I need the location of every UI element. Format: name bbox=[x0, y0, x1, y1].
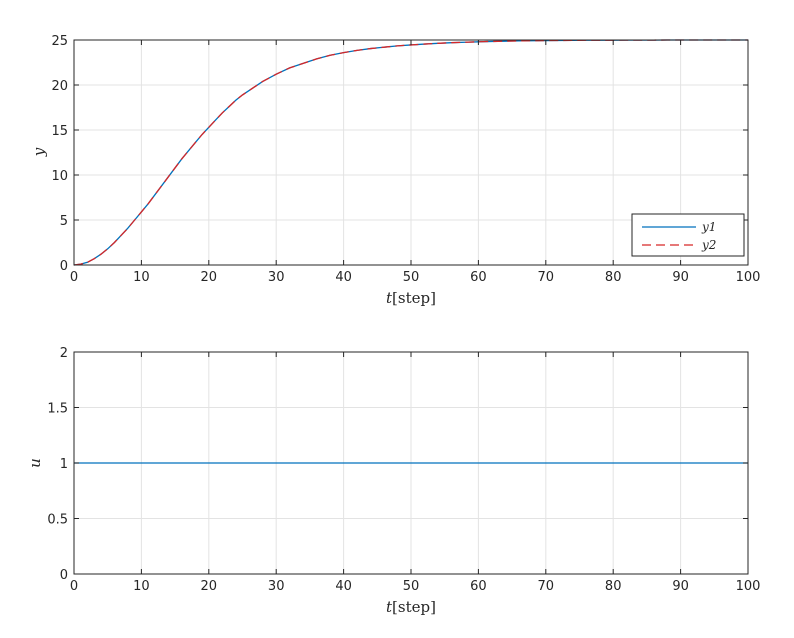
y-tick-label: 0 bbox=[60, 259, 68, 274]
x-tick-label: 0 bbox=[70, 270, 78, 285]
x-tick-label: 80 bbox=[605, 270, 622, 285]
x-tick-label: 20 bbox=[201, 270, 218, 285]
y-tick-label: 0 bbox=[60, 568, 68, 583]
legend: y1 y2 bbox=[631, 213, 745, 257]
y-tick-label: 10 bbox=[51, 169, 68, 184]
bottom-x-ticks: 0 10 20 30 40 50 60 70 80 90 100 bbox=[70, 352, 761, 594]
legend-label-y2: y2 bbox=[701, 238, 716, 252]
x-tick-label: 100 bbox=[736, 579, 761, 594]
y-tick-label: 15 bbox=[51, 124, 68, 139]
x-tick-label: 70 bbox=[538, 579, 555, 594]
x-tick-label: 90 bbox=[672, 579, 689, 594]
x-tick-label: 80 bbox=[605, 579, 622, 594]
top-y-ticks: 0 5 10 15 20 25 bbox=[51, 34, 748, 274]
bottom-y-ticks: 0 0.5 1 1.5 2 bbox=[47, 346, 748, 583]
legend-label-y1: y1 bbox=[701, 220, 716, 234]
x-tick-label: 40 bbox=[335, 579, 352, 594]
top-x-axis-label: t[step] bbox=[386, 289, 436, 307]
x-tick-label: 40 bbox=[335, 270, 352, 285]
x-tick-label: 60 bbox=[470, 579, 487, 594]
x-tick-label: 50 bbox=[403, 579, 420, 594]
y-tick-label: 20 bbox=[51, 79, 68, 94]
top-y-axis-label: y bbox=[30, 147, 48, 157]
x-tick-label: 90 bbox=[672, 270, 689, 285]
x-tick-label: 30 bbox=[268, 579, 285, 594]
x-tick-label: 0 bbox=[70, 579, 78, 594]
x-tick-label: 10 bbox=[133, 270, 150, 285]
y-tick-label: 5 bbox=[60, 214, 68, 229]
bottom-y-axis-label: u bbox=[26, 458, 44, 468]
bottom-x-axis-label: t[step] bbox=[386, 598, 436, 616]
legend-box bbox=[631, 213, 745, 257]
y-response-plot: 0 10 20 30 40 50 60 70 80 90 100 0 5 10 15 20 25 t[step… bbox=[30, 34, 760, 307]
y-tick-label: 0.5 bbox=[47, 513, 68, 528]
x-tick-label: 20 bbox=[201, 579, 218, 594]
x-tick-label: 10 bbox=[133, 579, 150, 594]
top-x-ticks: 0 10 20 30 40 50 60 70 80 90 100 bbox=[70, 40, 761, 285]
y-tick-label: 1 bbox=[60, 457, 68, 472]
u-input-plot: 0 10 20 30 40 50 60 70 80 90 100 0 0.5 1 1.5 2 t[step]… bbox=[26, 346, 760, 616]
y-tick-label: 1.5 bbox=[47, 402, 68, 417]
x-tick-label: 60 bbox=[470, 270, 487, 285]
x-tick-label: 50 bbox=[403, 270, 420, 285]
x-tick-label: 100 bbox=[736, 270, 761, 285]
y-tick-label: 25 bbox=[51, 34, 68, 49]
x-tick-label: 30 bbox=[268, 270, 285, 285]
x-tick-label: 70 bbox=[538, 270, 555, 285]
y-tick-label: 2 bbox=[60, 346, 68, 361]
